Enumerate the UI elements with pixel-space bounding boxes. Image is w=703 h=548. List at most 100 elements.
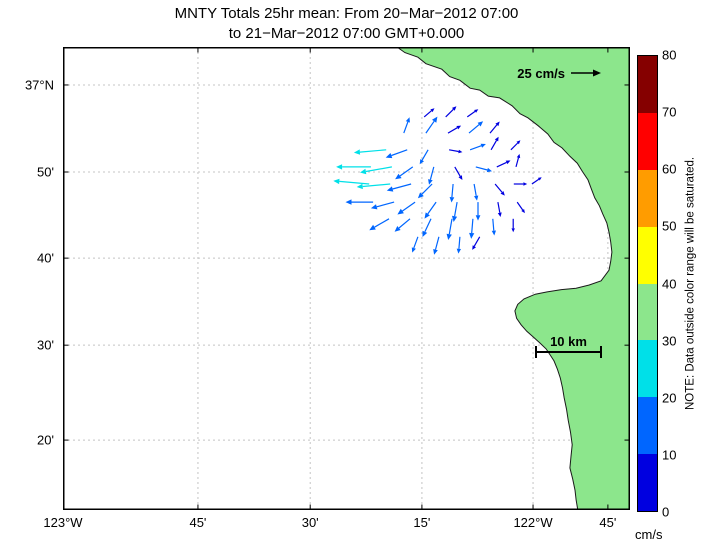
current-vector-arrow bbox=[370, 201, 395, 210]
vector-shaft bbox=[466, 110, 476, 118]
current-vector-arrow bbox=[494, 183, 505, 196]
current-vector-arrow bbox=[531, 177, 542, 185]
colorbar-segment bbox=[638, 283, 657, 341]
colorbar-tick-label: 10 bbox=[662, 447, 677, 463]
vector-shaft bbox=[427, 201, 437, 215]
vector-shaft bbox=[421, 183, 433, 195]
vector-head bbox=[433, 249, 438, 255]
vector-head bbox=[497, 212, 502, 217]
vector-shaft bbox=[475, 166, 488, 171]
vector-head bbox=[523, 182, 528, 186]
colorbar bbox=[637, 55, 658, 512]
current-vector-arrow bbox=[360, 166, 393, 175]
vector-shaft bbox=[425, 120, 435, 134]
current-vector-arrow bbox=[454, 166, 463, 180]
map-canvas: 25 cm/s 10 km bbox=[63, 47, 630, 510]
vector-head bbox=[360, 168, 367, 175]
x-tick-label: 122°W bbox=[513, 515, 553, 530]
vector-head bbox=[456, 125, 462, 130]
vector-head bbox=[505, 160, 511, 165]
vector-shaft bbox=[429, 166, 435, 180]
current-vector-arrow bbox=[497, 201, 502, 217]
current-vector-arrow bbox=[394, 218, 411, 232]
vector-shaft bbox=[497, 201, 501, 213]
current-vector-arrow bbox=[515, 153, 521, 168]
current-vector-arrow bbox=[333, 178, 370, 185]
current-vector-arrow bbox=[468, 121, 484, 134]
vector-shaft bbox=[451, 183, 454, 198]
colorbar-segment bbox=[638, 397, 657, 455]
current-vector-arrow bbox=[425, 116, 438, 134]
current-vector-arrow bbox=[473, 183, 479, 201]
vector-head bbox=[477, 121, 484, 127]
colorbar-tick-label: 0 bbox=[662, 504, 670, 520]
vector-head bbox=[419, 159, 424, 165]
vector-head bbox=[480, 143, 486, 148]
vector-shaft bbox=[359, 149, 387, 153]
current-vector-arrow bbox=[356, 183, 391, 190]
vector-shaft bbox=[376, 201, 395, 208]
vector-shaft bbox=[510, 142, 519, 151]
current-vector-arrow bbox=[386, 183, 412, 192]
vector-shaft bbox=[489, 124, 498, 134]
vector-head bbox=[428, 179, 433, 185]
vector-shaft bbox=[448, 218, 453, 235]
current-vector-arrow bbox=[475, 202, 481, 221]
vector-head bbox=[474, 109, 479, 113]
vector-head bbox=[456, 248, 461, 254]
current-vector-arrow bbox=[472, 236, 481, 250]
current-vector-arrow bbox=[496, 160, 511, 168]
vector-shaft bbox=[448, 149, 459, 153]
vector-shaft bbox=[339, 180, 370, 185]
vector-head bbox=[353, 149, 361, 155]
colorbar-tick-label: 50 bbox=[662, 218, 677, 234]
reference-arrow-head bbox=[593, 69, 601, 77]
current-vector-arrow bbox=[449, 183, 455, 203]
vector-shaft bbox=[454, 201, 458, 217]
current-vector-arrow bbox=[424, 201, 437, 219]
current-vector-arrow bbox=[403, 117, 410, 134]
vector-shaft bbox=[401, 201, 416, 212]
colorbar-segment bbox=[638, 454, 657, 511]
plot-title: MNTY Totals 25hr mean: From 20−Mar−2012 … bbox=[63, 4, 630, 44]
vector-head bbox=[474, 195, 479, 201]
x-tick-label: 45' bbox=[599, 515, 617, 530]
colorbar-units-label: cm/s bbox=[635, 527, 663, 542]
vector-shaft bbox=[473, 236, 481, 247]
vector-head bbox=[500, 191, 505, 196]
vector-shaft bbox=[362, 183, 391, 188]
vector-shaft bbox=[391, 149, 408, 157]
current-vector-arrow bbox=[446, 218, 453, 240]
vector-shaft bbox=[468, 124, 480, 134]
current-vector-arrow bbox=[452, 201, 458, 222]
current-vector-arrow bbox=[513, 182, 528, 186]
current-vector-arrow bbox=[489, 121, 500, 134]
scale-bar-label: 10 km bbox=[550, 334, 587, 349]
colorbar-tick-labels: 0 10 20 30 40 50 60 70 80 bbox=[662, 48, 690, 520]
current-vector-arrow bbox=[469, 143, 486, 151]
current-vector-arrow bbox=[490, 136, 499, 151]
vector-head bbox=[486, 167, 492, 173]
x-axis-labels: 123°W 45' 30' 15' 122°W 45' bbox=[43, 515, 630, 535]
vector-head bbox=[521, 209, 525, 214]
vector-head bbox=[458, 175, 463, 180]
y-tick-label: 20' bbox=[37, 432, 54, 448]
vector-head bbox=[495, 121, 500, 127]
vector-head bbox=[394, 226, 401, 232]
vector-shaft bbox=[445, 108, 454, 118]
colorbar-tick-label: 30 bbox=[662, 333, 677, 349]
current-vector-arrow bbox=[369, 218, 390, 231]
land-polygon bbox=[396, 47, 630, 510]
vector-shaft bbox=[392, 183, 412, 190]
colorbar-tick-label: 60 bbox=[662, 161, 677, 177]
current-vector-arrow bbox=[419, 149, 429, 165]
vector-shaft bbox=[531, 178, 540, 185]
vector-head bbox=[333, 178, 340, 185]
y-tick-label: 30' bbox=[37, 337, 54, 353]
colorbar-segment bbox=[638, 169, 657, 227]
vector-shaft bbox=[398, 218, 411, 229]
current-vector-arrow bbox=[516, 201, 525, 214]
vector-head bbox=[491, 230, 496, 236]
current-vector-arrow bbox=[456, 236, 461, 254]
reference-vector: 25 cm/s bbox=[517, 66, 601, 81]
